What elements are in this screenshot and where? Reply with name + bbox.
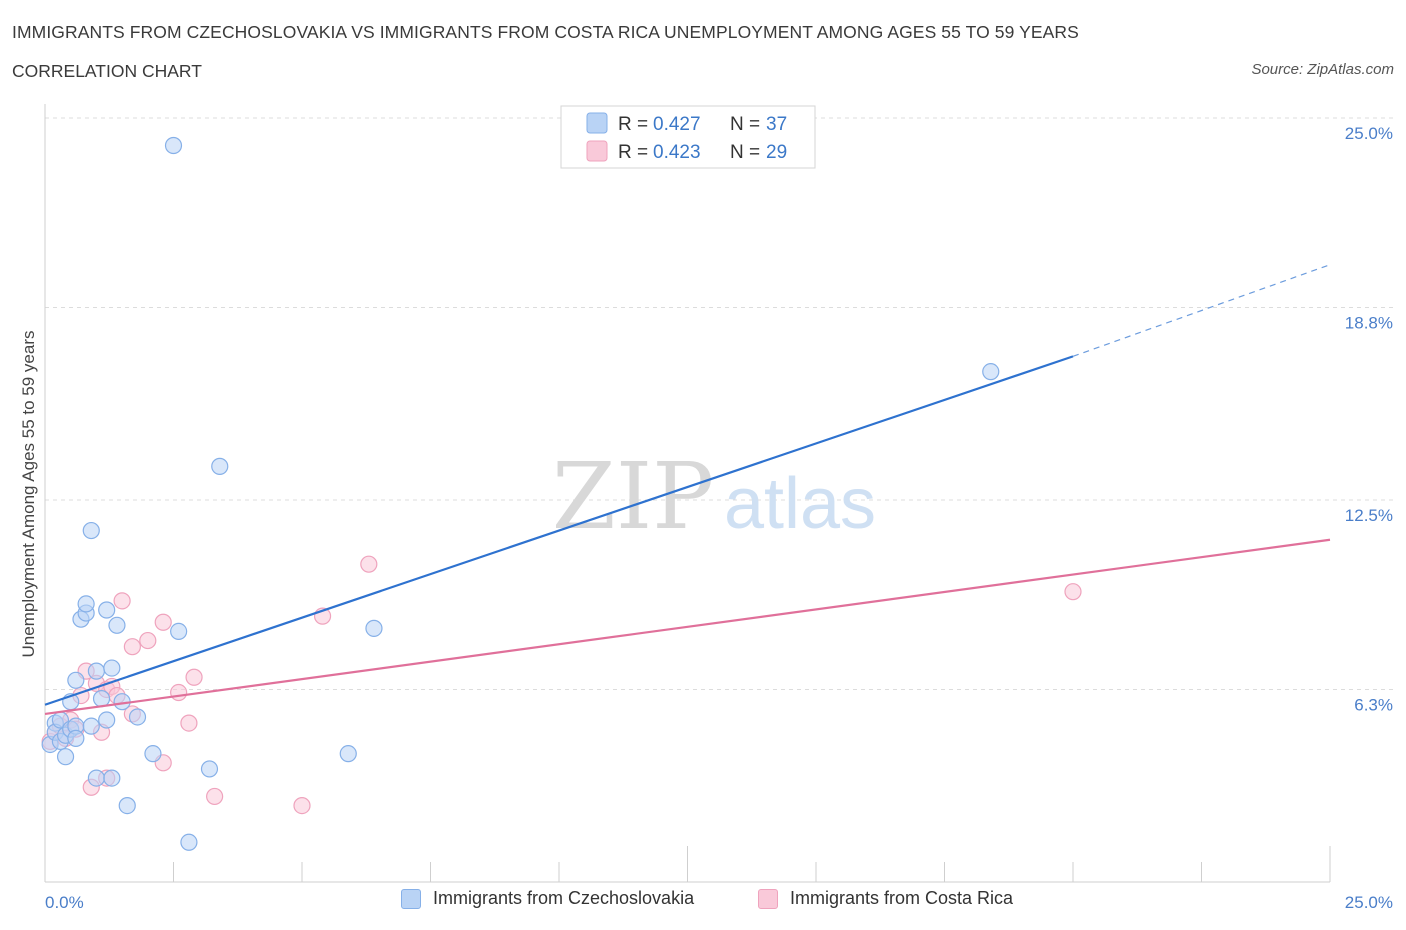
czechoslovakia-point-20 [98,711,116,729]
trend-lines [44,264,1331,716]
y-tick-label-0: 25.0% [1345,124,1393,143]
czechoslovakia-point-26 [118,796,136,815]
czechoslovakia-point-33 [211,457,229,475]
y-tick-label-2: 12.5% [1345,506,1393,525]
czechoslovakia-point-17 [87,769,106,787]
czechoslovakia-point-35 [365,619,383,637]
costa-rica-point-17 [123,638,141,656]
czechoslovakia-point-19 [92,690,111,708]
legend-n-label-2: N = [730,142,760,163]
gridlines [45,117,1393,690]
czechoslovakia-point-27 [128,708,147,726]
chart-subtitle: CORRELATION CHART [12,61,202,81]
czechoslovakia-point-18 [87,662,106,680]
stats-legend: R = 0.427 N = 37 R = 0.423 N = 29 [560,105,816,169]
costa-rica-point-15 [113,592,131,610]
czechoslovakia-point-22 [103,659,121,677]
legend-swatch-blue [586,112,608,134]
czechoslovakia-point-21 [98,601,116,619]
axes [44,104,1331,883]
czechoslovakia-point-28 [144,745,162,763]
costa-rica-point-22 [180,714,198,732]
costa-rica-point-21 [170,683,188,702]
watermark-atlas: atlas [724,464,876,544]
czechoslovakia-point-31 [180,833,198,851]
y-tick-label-1: 18.8% [1345,313,1393,332]
series-czechoslovakia-points [41,136,1000,851]
chart-title: IMMIGRANTS FROM CZECHOSLOVAKIA VS IMMIGR… [12,22,1079,42]
costa-rica-point-20 [154,613,172,631]
czechoslovakia-point-14 [77,595,95,613]
legend-r-value-1: 0.427 [653,114,701,135]
legend-r-label-2: R = [618,142,648,163]
costa-rica-point-18 [139,631,157,650]
czechoslovakia-point-34 [339,745,357,763]
costa-rica-point-27 [360,555,378,573]
czechoslovakia-point-24 [108,616,126,634]
watermark: ZIP atlas [552,443,876,550]
costa-rica-point-23 [185,668,203,686]
series-legend: Immigrants from Czechoslovakia Immigrant… [0,888,1406,918]
legend-r-value-2: 0.423 [653,142,701,163]
legend-n-value-2: 29 [766,142,787,163]
legend-n-label-1: N = [730,114,760,135]
x-tick-min: 0.0% [45,893,84,912]
czechoslovakia-point-30 [170,622,188,641]
czechoslovakia-point-11 [67,729,85,747]
legend-item-czechoslovakia: Immigrants from Czechoslovakia [401,888,694,909]
x-tick-labels: 0.0% 25.0% [45,893,1393,912]
czechoslovakia-point-5 [56,748,75,766]
legend-swatch-costa-rica [758,888,778,909]
trend-line-costa-rica [44,538,1331,716]
czechoslovakia-point-15 [82,521,100,540]
legend-item-costa-rica: Immigrants from Costa Rica [758,888,1013,909]
czechoslovakia-point-23 [103,769,121,787]
costa-rica-point-25 [293,796,311,815]
legend-label-costa-rica: Immigrants from Costa Rica [790,888,1014,908]
legend-n-value-1: 37 [766,114,787,135]
legend-swatch-czechoslovakia [401,888,421,909]
legend-label-czechoslovakia: Immigrants from Czechoslovakia [433,888,695,908]
czechoslovakia-point-16 [82,717,100,735]
trend-line-czechoslovakia [44,355,1074,706]
x-tick-max: 25.0% [1345,893,1393,912]
source-credit: Source: ZipAtlas.com [1251,61,1394,78]
legend-r-label-1: R = [618,114,648,135]
czechoslovakia-point-29 [164,136,183,155]
costa-rica-point-24 [206,787,224,806]
y-tick-label-3: 6.3% [1354,695,1393,714]
czechoslovakia-point-9 [67,671,85,689]
watermark-zip: ZIP [552,443,714,550]
trend-line-czechoslovakia-extension [1072,264,1331,357]
costa-rica-point-28 [1064,583,1082,601]
legend-swatch-pink [586,140,608,162]
czechoslovakia-point-36 [982,363,1000,381]
y-axis-label: Unemployment Among Ages 55 to 59 years [19,331,38,658]
y-tick-labels: 25.0% 18.8% 12.5% 6.3% [1345,124,1393,714]
czechoslovakia-point-32 [200,760,219,778]
